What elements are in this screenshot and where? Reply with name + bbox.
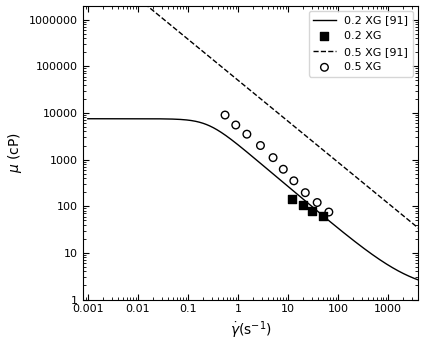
0.2 XG [91]	[120, 117, 125, 121]
0.5 XG	[326, 209, 332, 215]
0.2 XG	[289, 197, 296, 202]
0.5 XG	[232, 122, 239, 128]
0.2 XG	[300, 202, 307, 208]
0.5 XG [91]	[347, 170, 352, 174]
0.2 XG [91]	[421, 280, 424, 284]
0.2 XG [91]	[221, 132, 226, 136]
Y-axis label: $\mu$ (cP): $\mu$ (cP)	[6, 132, 24, 173]
0.2 XG [91]	[353, 240, 358, 244]
0.5 XG [91]	[353, 175, 358, 179]
0.2 XG	[320, 213, 326, 219]
0.5 XG	[290, 178, 297, 184]
0.2 XG [91]	[316, 210, 321, 214]
0.5 XG	[302, 190, 309, 195]
0.5 XG	[222, 112, 229, 118]
Legend: 0.2 XG [91], 0.2 XG, 0.5 XG [91], 0.5 XG: 0.2 XG [91], 0.2 XG, 0.5 XG [91], 0.5 XG	[309, 11, 413, 77]
0.2 XG [91]	[233, 141, 238, 145]
0.5 XG [91]	[221, 66, 226, 70]
0.5 XG [91]	[421, 230, 424, 234]
0.5 XG [91]	[316, 144, 321, 148]
0.2 XG	[309, 208, 315, 213]
0.5 XG	[314, 200, 321, 205]
0.5 XG [91]	[233, 76, 238, 81]
0.5 XG	[280, 167, 287, 172]
Line: 0.2 XG [91]: 0.2 XG [91]	[88, 119, 423, 282]
Line: 0.5 XG [91]: 0.5 XG [91]	[88, 0, 423, 232]
0.2 XG [91]	[347, 235, 352, 239]
0.2 XG [91]	[85, 117, 90, 121]
0.5 XG	[243, 132, 250, 137]
0.5 XG	[257, 143, 264, 148]
0.5 XG	[270, 155, 276, 160]
X-axis label: $\dot{\gamma}$(s$^{-1}$): $\dot{\gamma}$(s$^{-1}$)	[230, 320, 272, 341]
